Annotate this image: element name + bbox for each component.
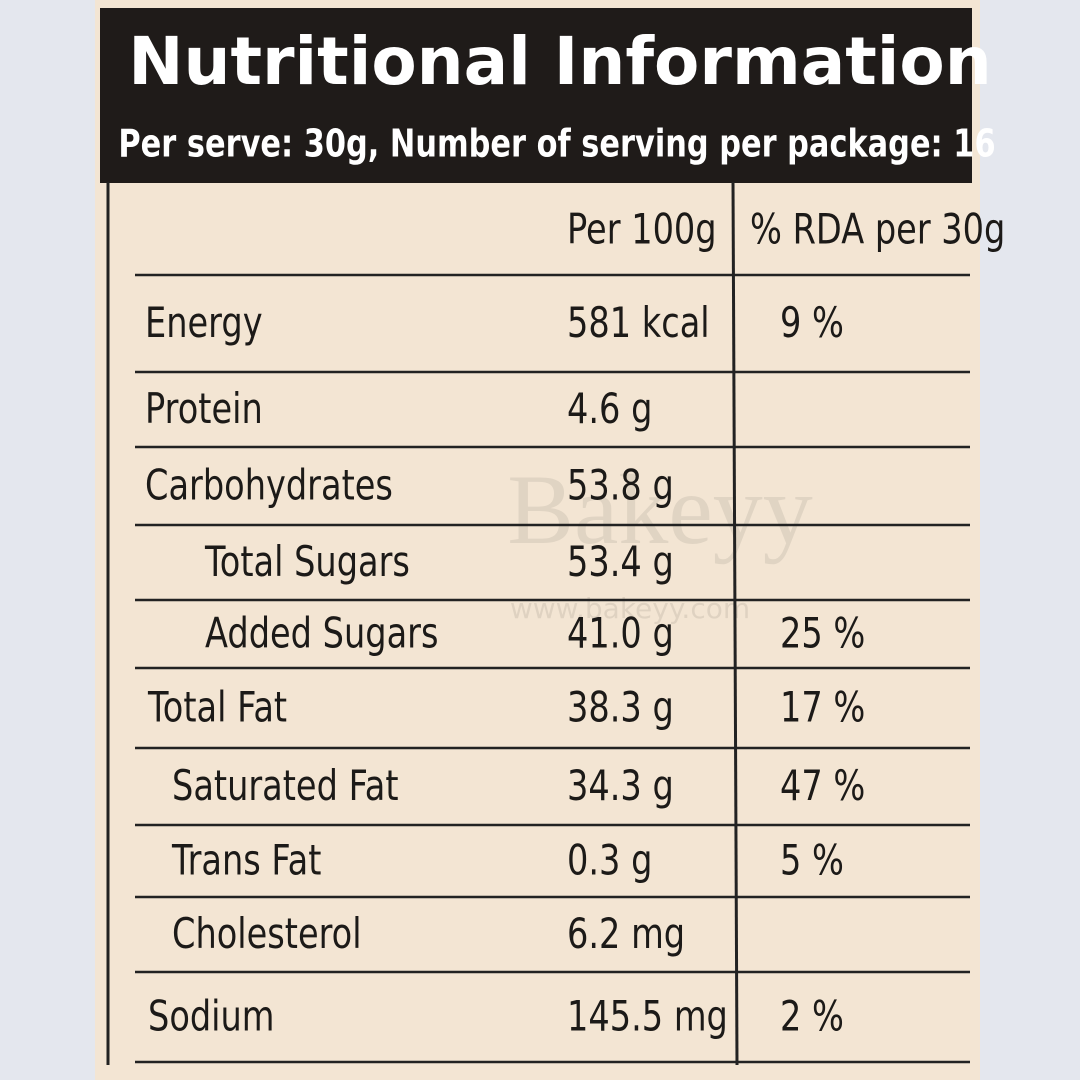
rda-value: 2 % [780,992,844,1041]
per-100g-value: 38.3 g [567,683,674,732]
column-header: Per 100g [567,205,717,254]
per-100g-value: 4.6 g [567,384,652,433]
nutrient-name: Total Fat [147,683,287,732]
rda-value: 17 % [780,683,865,732]
table: Per 100g % RDA per 30g Energy 581 kcal 9 % Pr… [135,205,1005,1064]
nutrient-name: Sodium [148,992,275,1041]
nutrient-name: Trans Fat [171,836,321,885]
header-box [100,8,972,183]
per-100g-value: 145.5 mg [567,992,728,1041]
nutrient-name: Added Sugars [205,609,438,658]
per-100g-value: 581 kcal [567,298,710,347]
nutrient-name: Protein [145,384,263,433]
rda-value: 25 % [780,609,865,658]
per-100g-value: 41.0 g [567,609,674,658]
per-100g-value: 53.4 g [567,537,674,586]
nutrient-name: Cholesterol [172,909,362,958]
nutrient-name: Energy [145,298,263,347]
per-100g-value: 0.3 g [567,836,652,885]
title: Nutritional Information [128,23,992,100]
rda-value: 47 % [780,761,865,810]
watermark-brand: Bakeyy [507,454,812,565]
rda-value: 5 % [780,836,844,885]
nutrient-name: Saturated Fat [172,761,399,810]
nutrient-name: Carbohydrates [145,461,393,510]
per-100g-value: 6.2 mg [567,909,685,958]
watermark-url: www.bakeyy.com [510,592,750,625]
rda-value: 9 % [780,298,844,347]
column-divider [731,181,739,1066]
column-header: % RDA per 30g [750,205,1005,254]
nutrient-name: Total Sugars [204,537,410,586]
per-100g-value: 34.3 g [567,761,674,810]
subtitle: Per serve: 30g, Number of serving per pa… [118,122,995,166]
per-100g-value: 53.8 g [567,461,674,510]
